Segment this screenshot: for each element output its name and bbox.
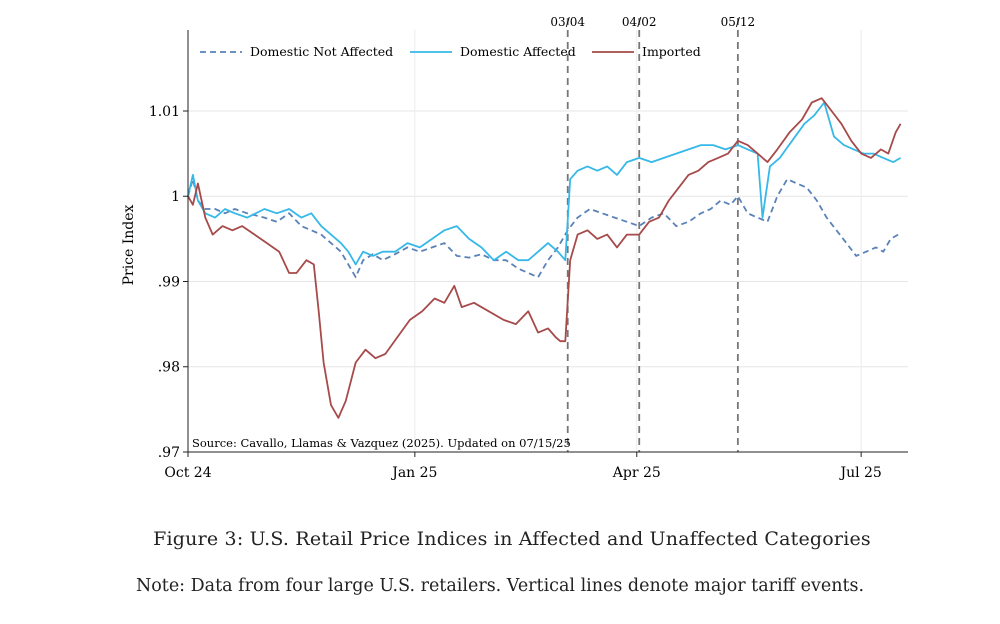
- source-annotation: Source: Cavallo, Llamas & Vazquez (2025)…: [192, 436, 571, 450]
- y-tick-label: 1.01: [149, 104, 180, 120]
- series-line-0: [187, 178, 899, 279]
- y-tick-label: .98: [158, 360, 180, 376]
- event-label: 03/04: [550, 15, 585, 29]
- legend-label: Domestic Not Affected: [250, 44, 393, 59]
- legend-label: Imported: [642, 44, 701, 59]
- event-label: 04/02: [622, 15, 657, 29]
- series-line-1: [187, 101, 902, 266]
- legend-label: Domestic Affected: [460, 44, 576, 59]
- axis-layer: .97 .98 .99 1 1.01 Oct 24 Jan 25 Apr 25 Jul 25: [149, 30, 908, 481]
- price-index-chart: 03/04 04/02 05/12 .97 .98 .99 1 1.01 Oct 24 Jan …: [121, 15, 908, 481]
- grid-layer: [187, 30, 908, 452]
- x-tick-label: Jul 25: [838, 465, 881, 481]
- x-tick-label: Oct 24: [164, 465, 211, 481]
- x-tick-label: Jan 25: [390, 465, 437, 481]
- figure-caption: Figure 3: U.S. Retail Price Indices in A…: [153, 528, 871, 550]
- legend: Domestic Not Affected Domestic Affected Im…: [200, 44, 701, 59]
- series-layer: [187, 97, 902, 419]
- y-axis-title: Price Index: [121, 204, 137, 285]
- y-tick-label: .99: [158, 274, 180, 290]
- event-label: 05/12: [721, 15, 756, 29]
- y-tick-label: 1: [171, 189, 180, 205]
- y-tick-label: .97: [158, 445, 180, 461]
- series-line-2: [187, 97, 902, 419]
- figure-note: Note: Data from four large U.S. retailer…: [135, 576, 865, 596]
- x-tick-label: Apr 25: [612, 465, 661, 481]
